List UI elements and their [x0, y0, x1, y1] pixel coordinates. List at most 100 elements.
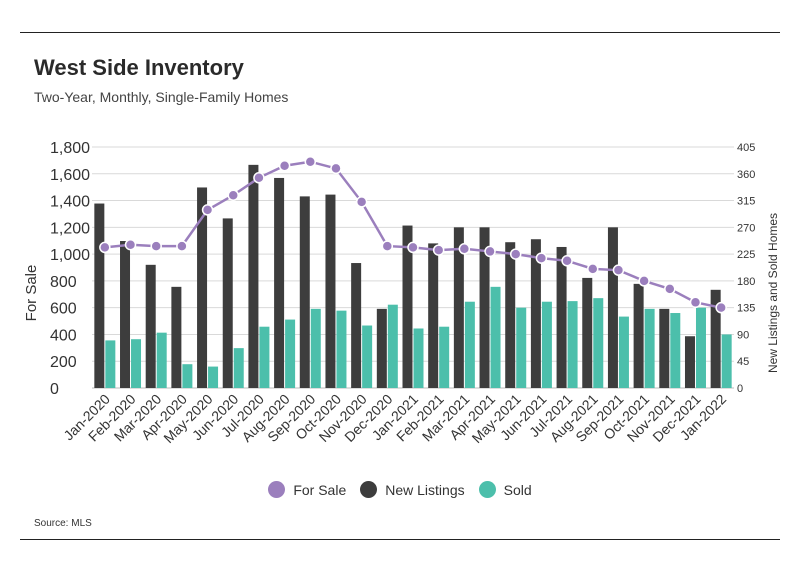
y2-tick-label: 90	[737, 329, 749, 341]
bar-new-listings	[299, 196, 310, 388]
bar-new-listings	[248, 164, 259, 388]
point-for-sale	[587, 263, 599, 275]
bar-sold	[593, 298, 604, 388]
bar-sold	[310, 308, 321, 388]
top-rule	[20, 32, 780, 33]
source-note: Source: MLS	[34, 518, 92, 529]
bar-new-listings	[530, 239, 541, 388]
bar-new-listings	[197, 187, 208, 388]
bar-sold	[182, 364, 193, 388]
point-for-sale	[458, 243, 471, 255]
bar-new-listings	[145, 264, 156, 388]
chart-subtitle: Two-Year, Monthly, Single-Family Homes	[34, 89, 289, 105]
point-for-sale	[201, 204, 214, 216]
y2-tick-label: 0	[737, 383, 743, 395]
bar-new-listings	[453, 227, 464, 388]
bar-sold	[131, 339, 142, 388]
legend-label-new-listings: New Listings	[385, 481, 465, 498]
legend-item-new-listings: New Listings	[360, 481, 465, 498]
y2-tick-label: 225	[737, 249, 755, 261]
bar-new-listings	[376, 308, 387, 388]
bar-sold	[259, 326, 270, 388]
point-for-sale	[484, 245, 496, 258]
bar-sold	[156, 332, 167, 388]
point-for-sale	[330, 162, 342, 175]
legend-swatch-new-listings	[360, 481, 378, 498]
legend-label-sold: Sold	[503, 481, 532, 498]
bar-sold	[490, 286, 501, 388]
bar-new-listings	[351, 263, 362, 388]
point-for-sale	[99, 241, 111, 254]
bar-sold	[567, 301, 578, 388]
bar-new-listings	[120, 241, 131, 388]
point-for-sale	[638, 275, 650, 287]
bar-sold	[541, 301, 552, 388]
bar-sold	[208, 366, 219, 388]
legend-swatch-for-sale	[268, 481, 286, 498]
bar-sold	[516, 307, 527, 388]
legend-item-for-sale: For Sale	[268, 481, 346, 498]
point-for-sale	[509, 248, 522, 260]
y-tick-label: 1,000	[50, 247, 90, 264]
bottom-rule	[20, 539, 780, 540]
bar-new-listings	[710, 289, 721, 388]
point-for-sale	[664, 283, 676, 295]
bar-sold	[644, 308, 655, 388]
legend-item-sold: Sold	[478, 481, 532, 498]
chart-legend: For Sale New Listings Sold	[0, 481, 800, 498]
bar-new-listings	[505, 242, 516, 388]
bar-sold	[439, 326, 450, 388]
bar-new-listings	[659, 308, 670, 388]
bar-sold	[387, 304, 398, 388]
bar-new-listings	[633, 283, 644, 388]
y-tick-label: 200	[50, 354, 77, 371]
point-for-sale	[432, 244, 445, 256]
y-tick-label: 1,400	[50, 194, 90, 211]
point-for-sale	[612, 264, 625, 276]
point-for-sale	[150, 240, 162, 252]
bar-sold	[362, 325, 373, 388]
bar-sold	[670, 313, 681, 388]
point-for-sale	[689, 296, 702, 309]
point-for-sale	[561, 255, 573, 267]
bar-sold	[618, 316, 629, 388]
bar-new-listings	[325, 194, 336, 388]
y2-tick-label: 360	[737, 169, 755, 181]
point-for-sale	[176, 240, 188, 252]
point-for-sale	[535, 252, 548, 264]
y-tick-label: 1,800	[50, 140, 90, 157]
y-tick-label: 800	[50, 274, 77, 291]
point-for-sale	[355, 196, 368, 208]
point-for-sale	[715, 301, 727, 314]
point-for-sale	[124, 238, 137, 251]
y-tick-label: 400	[50, 327, 77, 344]
bar-sold	[695, 307, 706, 388]
bar-new-listings	[582, 277, 593, 388]
bar-new-listings	[94, 203, 105, 388]
bar-new-listings	[402, 225, 413, 388]
bar-new-listings	[684, 336, 695, 388]
point-for-sale	[278, 159, 291, 172]
bar-sold	[233, 348, 244, 388]
y2-tick-label: 405	[737, 142, 755, 154]
bar-new-listings	[222, 218, 233, 388]
point-for-sale	[227, 189, 239, 201]
y-tick-label: 1,600	[50, 167, 90, 184]
bar-sold	[285, 319, 296, 388]
point-for-sale	[304, 155, 317, 168]
y2-tick-label: 45	[737, 356, 749, 368]
y2-axis-title: New Listings and Sold Homes	[766, 213, 780, 373]
bar-sold	[413, 328, 424, 388]
y2-tick-label: 315	[737, 196, 755, 208]
legend-label-for-sale: For Sale	[293, 481, 347, 498]
bar-sold	[721, 334, 732, 388]
point-for-sale	[253, 172, 265, 184]
legend-swatch-sold	[478, 481, 496, 498]
bar-new-listings	[171, 286, 182, 388]
y2-tick-label: 135	[737, 303, 755, 315]
bar-new-listings	[479, 227, 490, 388]
y-axis-title: For Sale	[23, 265, 40, 322]
bar-new-listings	[607, 227, 618, 388]
bar-new-listings	[274, 177, 285, 388]
